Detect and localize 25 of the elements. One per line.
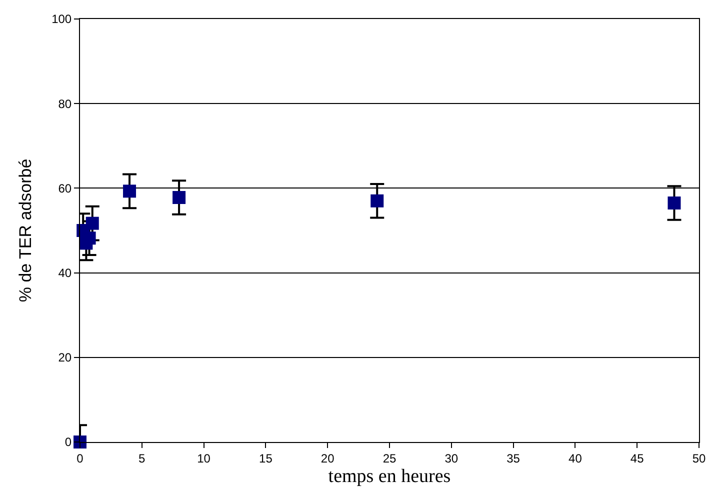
- x-tick-label: 20: [320, 451, 335, 466]
- point: [172, 191, 186, 204]
- y-tick-label: 80: [58, 96, 72, 111]
- y-axis-title: % de TER adsorbé: [16, 158, 36, 302]
- y-tick-label: 0: [64, 435, 72, 450]
- point: [668, 196, 681, 210]
- x-tick-label: 25: [382, 451, 396, 466]
- point: [370, 194, 384, 208]
- y-tick-label: 40: [58, 266, 72, 280]
- y-tick-label: 100: [52, 12, 72, 26]
- x-tick-label: 0: [76, 451, 84, 466]
- point: [86, 216, 99, 230]
- x-tick-label: 30: [444, 451, 458, 466]
- x-tick-label: 5: [138, 451, 146, 466]
- x-tick-label: 50: [692, 451, 706, 466]
- y-tick-label: 60: [58, 181, 72, 196]
- point: [74, 436, 86, 448]
- x-tick-label: 40: [568, 451, 582, 466]
- x-tick-label: 35: [506, 451, 520, 466]
- x-axis-title: temps en heures: [328, 466, 451, 488]
- point: [123, 184, 136, 198]
- x-tick-label: 15: [259, 451, 273, 466]
- x-tick-label: 45: [630, 451, 644, 466]
- x-tick-label: 10: [197, 451, 211, 466]
- y-tick-label: 20: [58, 350, 72, 365]
